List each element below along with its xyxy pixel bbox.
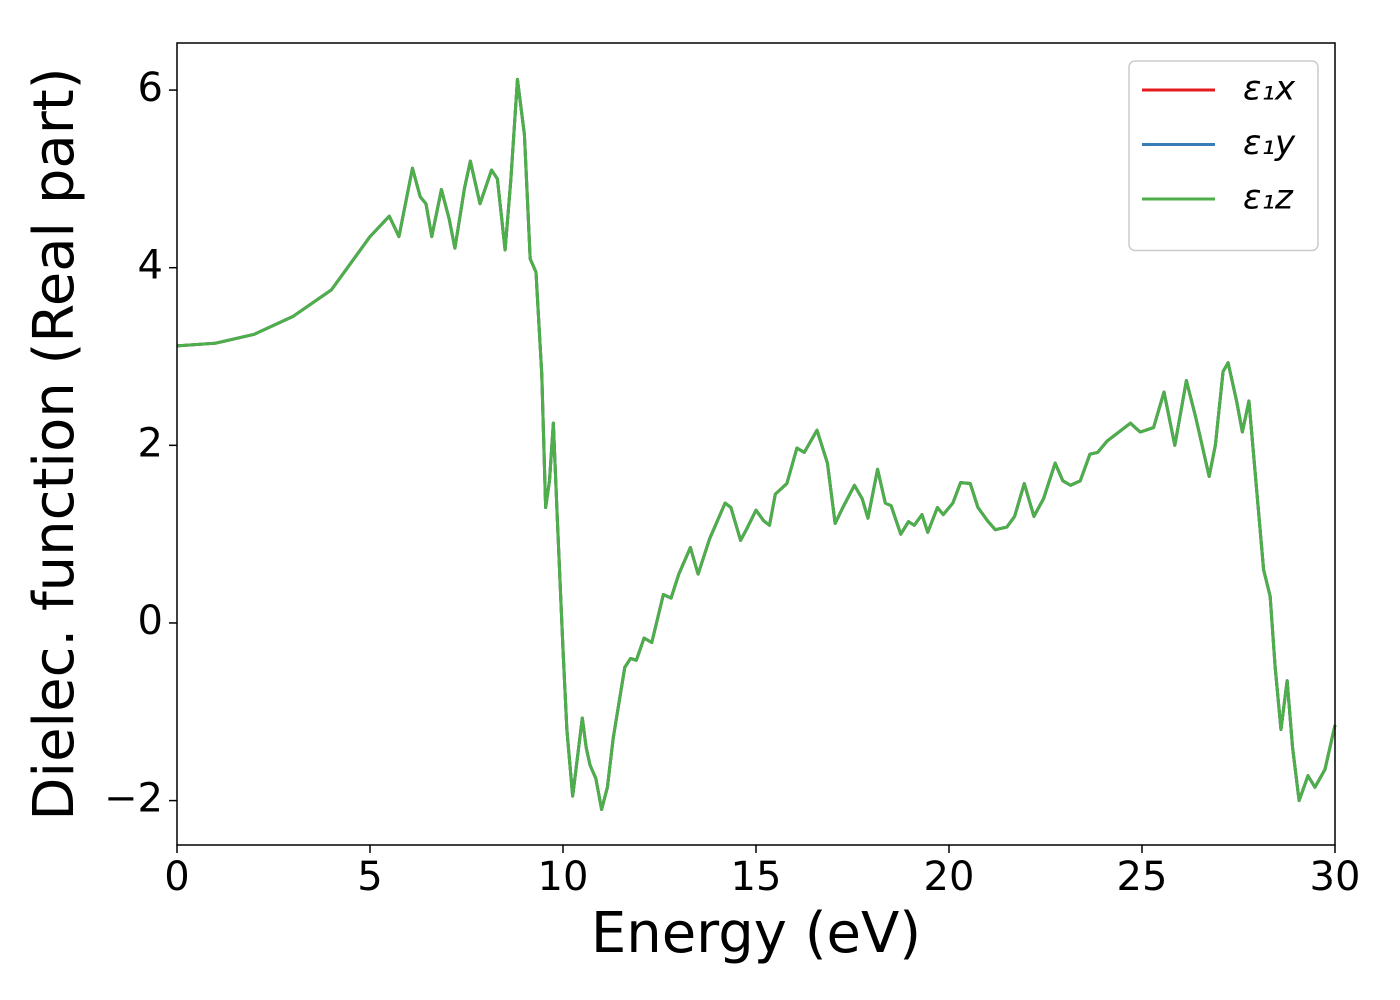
x-tick-label: 10 <box>538 854 589 900</box>
series-line <box>176 77 1337 811</box>
y-tick-label: 6 <box>138 65 163 111</box>
x-axis-label: Energy (eV) <box>591 901 921 966</box>
legend-label: ε₁z <box>1243 178 1294 218</box>
y-tick-label: 0 <box>138 598 163 644</box>
legend-label: ε₁y <box>1243 123 1296 163</box>
y-tick-label: 4 <box>138 243 163 289</box>
y-tick-label: −2 <box>104 776 163 822</box>
legend-box <box>1128 60 1319 252</box>
x-tick-label: 15 <box>731 854 782 900</box>
x-tick-label: 20 <box>924 854 975 900</box>
legend-label: ε₁x <box>1243 69 1296 109</box>
x-tick-label: 30 <box>1310 854 1361 900</box>
x-tick-label: 5 <box>357 854 382 900</box>
y-axis-label: Dielec. function (Real part) <box>22 67 87 820</box>
plot-frame <box>176 42 1336 846</box>
x-tick-label: 25 <box>1117 854 1168 900</box>
x-tick-label: 0 <box>164 854 189 900</box>
y-tick-label: 2 <box>138 420 163 466</box>
